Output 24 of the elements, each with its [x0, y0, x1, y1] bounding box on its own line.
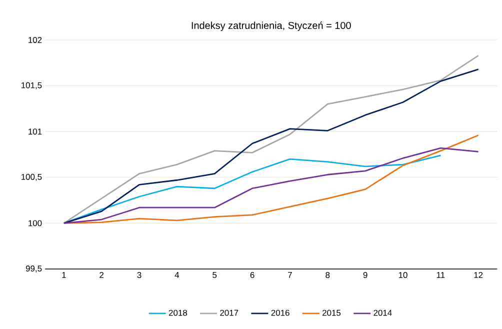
x-tick-label: 8 [326, 272, 330, 278]
legend-label: 2015 [322, 310, 341, 316]
y-tick-label: 99,5 [26, 265, 42, 272]
legend-label: 2018 [168, 310, 187, 316]
x-tick-label: 5 [212, 272, 217, 278]
x-tick-label: 12 [474, 272, 483, 278]
x-tick-label: 1 [62, 272, 66, 278]
y-tick-label: 102 [28, 36, 42, 43]
y-tick-label: 100,5 [22, 174, 42, 181]
y-tick-label: 101 [28, 128, 42, 135]
y-tick-label: 101,5 [22, 82, 42, 90]
y-tick-label: 100 [28, 220, 42, 226]
x-tick-label: 3 [137, 272, 142, 278]
chart-title: Indeksy zatrudnienia, Styczeń = 100 [192, 22, 351, 31]
legend-label: 2017 [220, 310, 238, 316]
legend-label: 2014 [374, 310, 392, 316]
x-tick-label: 9 [363, 272, 368, 278]
x-tick-label: 2 [100, 272, 104, 278]
x-tick-label: 7 [288, 272, 292, 278]
x-tick-label: 10 [398, 272, 408, 278]
x-tick-label: 6 [250, 272, 254, 278]
x-tick-label: 11 [436, 272, 445, 278]
x-tick-label: 4 [174, 272, 180, 278]
legend-label: 2016 [271, 310, 290, 316]
